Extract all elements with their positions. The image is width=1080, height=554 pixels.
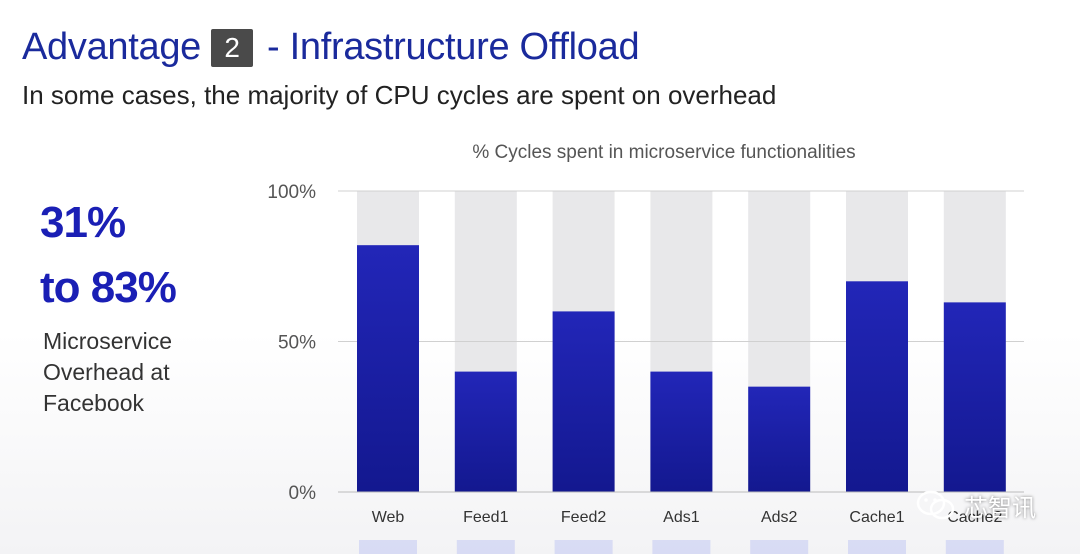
bar-web [357, 245, 419, 492]
stat-description: Microservice Overhead at Facebook [43, 326, 223, 419]
bar-cache2 [943, 302, 1006, 492]
y-tick-label: 50% [278, 333, 316, 354]
bar-ads2 [748, 386, 811, 492]
bar-reflection [848, 540, 906, 554]
bar-reflection [652, 540, 711, 554]
slide-title: Advantage 2 - Infrastructure Offload [22, 26, 640, 69]
bar-ads1 [650, 371, 713, 492]
stat-line-1: 31% [40, 198, 126, 247]
desc-line-3: Facebook [43, 390, 145, 416]
y-tick-label: 100% [267, 182, 316, 203]
bar-feed1 [454, 371, 517, 492]
bar-reflection [456, 540, 515, 554]
x-tick-label: Feed2 [561, 509, 606, 526]
y-tick-label: 0% [289, 483, 317, 504]
watermark: 芯智讯 [916, 488, 1036, 523]
bar-reflection [359, 540, 417, 554]
bar-reflection [750, 540, 809, 554]
desc-line-2: Overhead at [43, 359, 170, 385]
x-tick-label: Cache1 [849, 509, 904, 526]
bar-reflection [945, 540, 1004, 554]
x-tick-label: Ads1 [663, 509, 700, 526]
title-prefix: Advantage [22, 26, 202, 68]
bar-feed2 [552, 311, 615, 492]
bar-reflection [554, 540, 613, 554]
x-tick-label: Web [372, 509, 405, 526]
title-suffix: - Infrastructure Offload [267, 26, 640, 68]
bar-cache1 [846, 281, 908, 492]
chart-title: % Cycles spent in microservice functiona… [472, 142, 855, 163]
stat-line-2: to 83% [40, 263, 177, 312]
slide-subtitle: In some cases, the majority of CPU cycle… [22, 80, 777, 110]
watermark-text: 芯智讯 [964, 495, 1036, 522]
number-badge: 2 [211, 28, 254, 67]
x-tick-label: Cache2 [947, 509, 1002, 526]
x-tick-label: Ads2 [761, 509, 798, 526]
wechat-icon [916, 490, 956, 522]
x-tick-label: Feed1 [463, 509, 508, 526]
desc-line-1: Microservice [43, 328, 173, 354]
